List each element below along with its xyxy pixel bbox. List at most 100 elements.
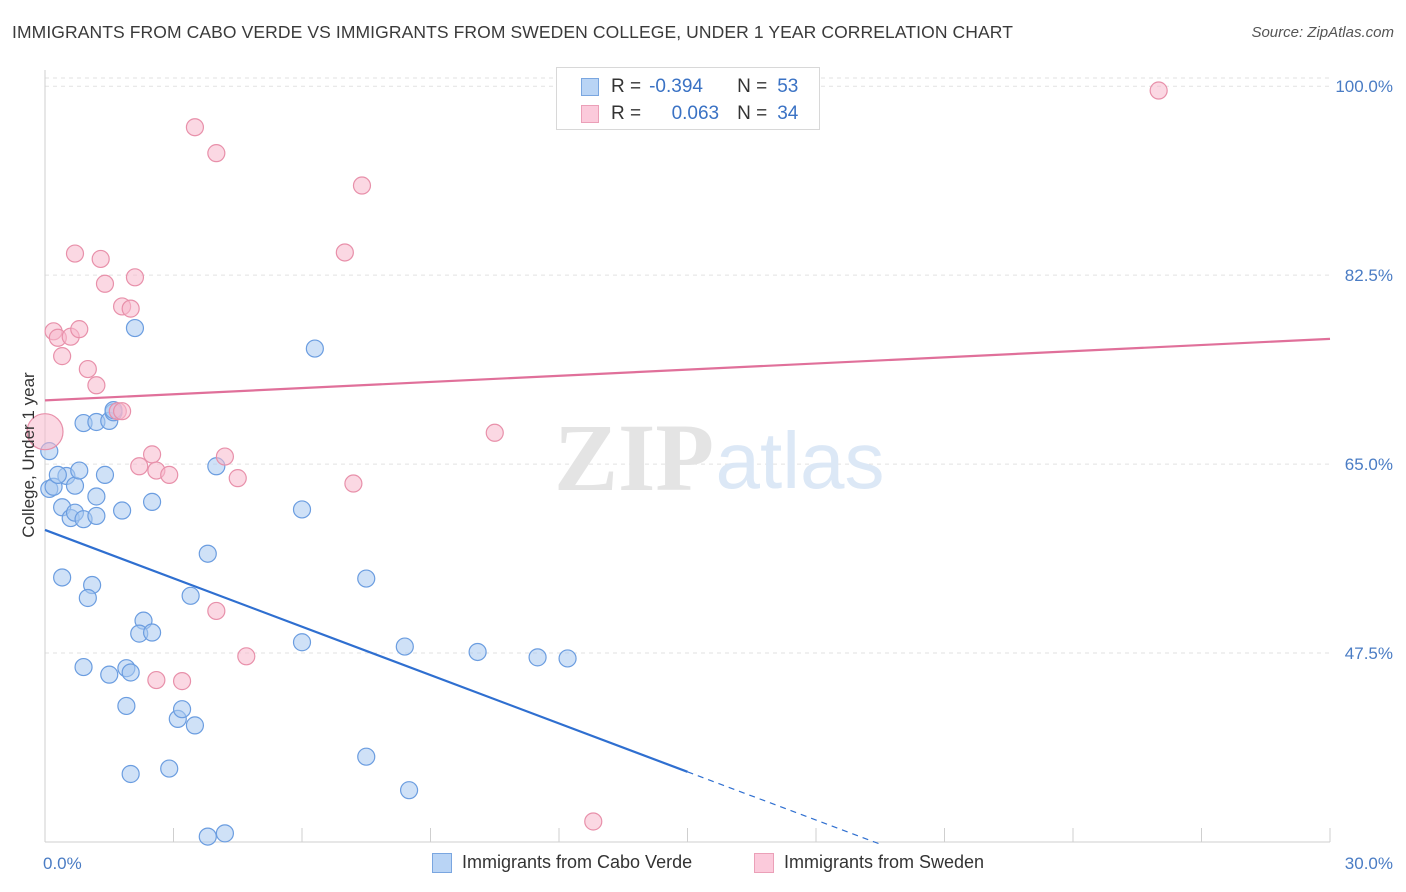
cabo-verde-point [468, 642, 487, 662]
sweden-point [121, 299, 140, 318]
sweden-point [26, 413, 64, 451]
legend-r-value: 0.063 [671, 103, 720, 124]
legend-swatch-blue [581, 78, 599, 96]
sweden-point [1149, 81, 1168, 100]
cabo-verde-point [198, 827, 217, 846]
legend-n-label: N = [737, 103, 768, 124]
cabo-verde-point [53, 568, 72, 587]
data-points [26, 81, 1168, 846]
cabo-verde-point [528, 648, 547, 667]
watermark: ZIP atlas [554, 404, 885, 511]
y-axis-label: College, Under 1 year [19, 372, 38, 538]
legend-n-label: N = [737, 76, 768, 97]
cabo-verde-point [70, 461, 89, 480]
cabo-verde-point [172, 700, 192, 719]
cabo-verde-point [121, 663, 140, 682]
cabo-verde-point [87, 506, 106, 526]
sweden-point [207, 144, 226, 163]
legend-swatch-blue [432, 852, 452, 873]
sweden-point [185, 118, 205, 137]
sweden-point [130, 457, 149, 476]
sweden-point [142, 445, 162, 464]
sweden-point [78, 359, 97, 379]
watermark-zip: ZIP [554, 404, 714, 511]
stats-legend: R = -0.394 N = 53 R = 0.063 N = 34 [556, 67, 820, 130]
sweden-point [112, 402, 132, 421]
y-tick-label: 65.0% [1345, 455, 1393, 474]
sweden-point [125, 268, 145, 287]
cabo-verde-trend-extension [687, 771, 881, 845]
legend-label-cabo-verde: Immigrants from Cabo Verde [462, 852, 693, 872]
x-tick-label: 0.0% [43, 854, 82, 873]
cabo-verde-point [292, 500, 312, 519]
cabo-verde-point [100, 665, 119, 684]
cabo-verde-point [142, 492, 162, 511]
sweden-trend-line [44, 337, 1331, 402]
cabo-verde-point [74, 657, 93, 677]
sweden-point [207, 601, 226, 621]
legend-swatch-pink [754, 852, 774, 873]
legend-r-label: R = [611, 76, 642, 97]
cabo-verde-point [558, 649, 577, 668]
legend-r-label: R = [611, 103, 642, 124]
legend-n-value: 53 [777, 76, 799, 97]
cabo-verde-point [78, 588, 97, 608]
sweden-point [65, 244, 85, 263]
chart-title: IMMIGRANTS FROM CABO VERDE VS IMMIGRANTS… [12, 22, 1013, 42]
cabo-verde-point [160, 759, 179, 778]
legend-r-value: -0.394 [649, 76, 703, 97]
sweden-point [344, 474, 363, 493]
source-label: Source: ZipAtlas.com [1251, 24, 1394, 41]
sweden-point [160, 465, 179, 484]
cabo-verde-point [95, 465, 115, 484]
sweden-point [237, 647, 256, 666]
legend-label-sweden: Immigrants from Sweden [784, 852, 985, 872]
y-tick-label: 100.0% [1335, 77, 1393, 96]
cabo-verde-trend-line [44, 528, 688, 773]
legend-swatch-pink [581, 105, 599, 123]
cabo-verde-point [399, 781, 419, 800]
legend-row-sweden: R = 0.063 N = 34 [581, 102, 798, 126]
legend-item-cabo-verde: Immigrants from Cabo Verde [432, 852, 692, 873]
cabo-verde-point [87, 487, 106, 506]
watermark-atlas: atlas [716, 416, 885, 505]
cabo-verde-point [112, 501, 132, 520]
sweden-point [352, 176, 372, 195]
cabo-verde-point [357, 569, 376, 588]
tick-labels: 47.5% 65.0% 82.5% 100.0% 0.0% 30.0% [43, 77, 1393, 873]
cabo-verde-point [117, 696, 136, 716]
legend-row-cabo-verde: R = -0.394 N = 53 [581, 75, 798, 99]
cabo-verde-point [215, 824, 234, 843]
cabo-verde-point [181, 586, 200, 605]
series-legend: Immigrants from Cabo Verde Immigrants fr… [0, 852, 1406, 876]
cabo-verde-point [305, 339, 324, 358]
y-tick-label: 82.5% [1345, 266, 1393, 285]
cabo-verde-point [292, 633, 312, 652]
y-tick-label: 47.5% [1345, 644, 1393, 663]
sweden-point [95, 274, 115, 293]
sweden-point [215, 447, 234, 466]
sweden-point [584, 812, 603, 831]
cabo-verde-point [48, 465, 67, 484]
sweden-point [147, 670, 166, 690]
sweden-point [172, 672, 192, 691]
cabo-verde-point [142, 623, 162, 642]
legend-item-sweden: Immigrants from Sweden [754, 852, 984, 873]
sweden-point [335, 243, 354, 262]
sweden-point [53, 347, 72, 366]
cabo-verde-point [185, 716, 205, 735]
cabo-verde-point [65, 476, 85, 495]
sweden-point [228, 469, 247, 488]
sweden-point [70, 320, 89, 339]
cabo-verde-point [121, 764, 140, 784]
cabo-verde-point [198, 544, 217, 563]
sweden-point [91, 249, 110, 269]
grid-lines [45, 77, 1330, 654]
cabo-verde-point [357, 747, 376, 766]
sweden-point [485, 423, 504, 442]
x-tick-label: 30.0% [1345, 854, 1393, 873]
trend-lines [44, 337, 1331, 845]
sweden-point [87, 376, 106, 395]
cabo-verde-point [125, 318, 145, 338]
